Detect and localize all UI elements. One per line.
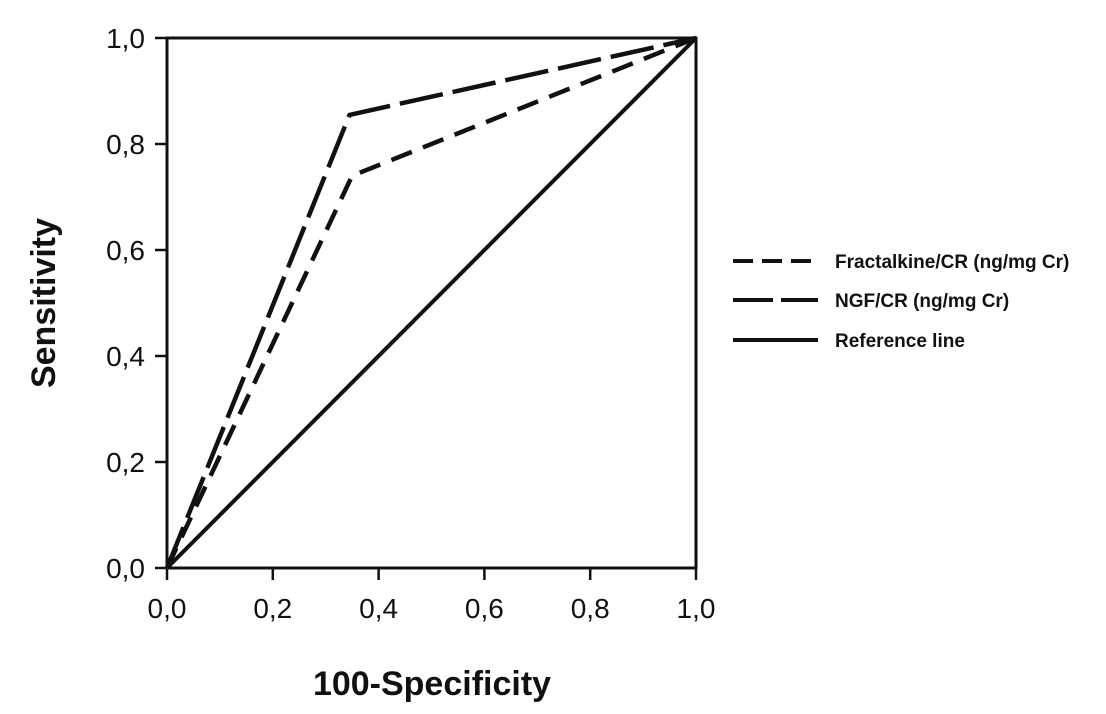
y-tick-label: 0,6: [106, 235, 145, 266]
legend: Fractalkine/CR (ng/mg Cr) NGF/CR (ng/mg C…: [733, 252, 1069, 352]
x-axis-title: 100-Specificity: [313, 665, 551, 703]
x-axis-ticks: 0,0 0,2 0,4 0,6 0,8 1,0: [148, 568, 716, 624]
y-tick-label: 0,4: [106, 341, 145, 372]
legend-label: Fractalkine/CR (ng/mg Cr): [835, 252, 1069, 273]
x-tick-label: 0,6: [465, 593, 504, 624]
x-tick-label: 0,4: [359, 593, 398, 624]
legend-label: NGF/CR (ng/mg Cr): [835, 291, 1009, 312]
plot-frame: [165, 36, 698, 570]
y-axis-title: Sensitivity: [25, 218, 63, 388]
y-tick-label: 1,0: [106, 23, 145, 54]
series-line-3: [165, 36, 698, 570]
x-tick-label: 0,8: [571, 593, 610, 624]
y-tick-label: 0,8: [106, 129, 145, 160]
x-tick-label: 1,0: [677, 593, 716, 624]
series-layer: [164, 35, 698, 570]
x-tick-label: 0,0: [148, 593, 187, 624]
y-tick-label: 0,2: [106, 447, 145, 478]
x-tick-label: 0,2: [253, 593, 292, 624]
y-tick-label: 0,0: [106, 553, 145, 584]
legend-label: Reference line: [835, 331, 965, 352]
series-line-1: [164, 35, 697, 569]
series-line-2: [164, 35, 697, 569]
y-axis-ticks: 0,0 0,2 0,4 0,6 0,8 1,0: [106, 23, 167, 584]
